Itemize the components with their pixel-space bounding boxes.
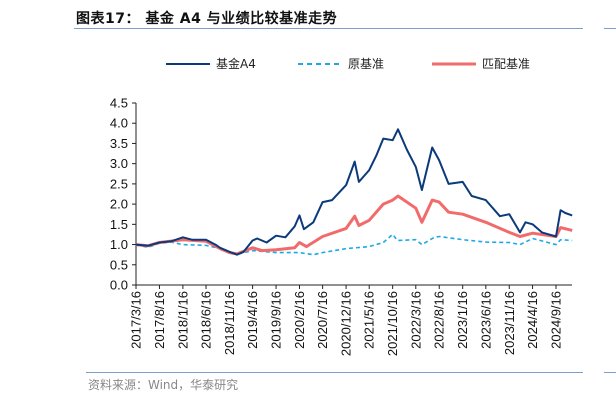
x-tick-label: 2021/5/16 [362,291,377,349]
series-line-1 [135,233,573,256]
x-tick-label: 2023/6/16 [478,291,493,349]
y-tick-label: 3.5 [110,136,128,151]
x-tick-label: 2017/8/16 [152,291,167,349]
x-tick-label: 2020/7/16 [315,291,330,349]
x-tick-label: 2024/4/16 [525,291,540,349]
y-tick-label: 2.5 [110,176,128,191]
title-divider [74,28,583,29]
y-tick-label: 4.0 [110,116,128,131]
right-footer-divider [604,372,616,373]
legend: 基金A4 原基准 匹配基准 [166,56,530,71]
y-tick-label: 0.0 [110,278,128,293]
x-tick-label: 2021/10/16 [385,291,400,356]
x-tick-label: 2018/11/16 [222,291,237,355]
x-tick-label: 2019/9/16 [269,291,284,349]
right-panel-divider [604,28,616,29]
x-tick-label: 2017/3/16 [129,291,144,349]
source-note: 资料来源：Wind，华泰研究 [88,378,239,392]
y-tick-label: 0.5 [110,257,128,272]
chart-title: 图表17： 基金 A4 与业绩比较基准走势 [76,11,338,27]
x-tick-label: 2024/9/16 [549,291,564,349]
axes: 0.0 0.5 1.0 1.5 2.0 2.5 3.0 3.5 4.0 4.5 2017/3/16 2… [110,96,572,356]
y-tick-label: 3.0 [110,156,128,171]
x-tick-label: 2018/6/16 [199,291,214,349]
series-line-0 [135,128,573,256]
series-lines [135,128,573,256]
legend-label-0: 基金A4 [216,56,256,71]
footer-divider [86,372,583,373]
y-tick-label: 2.0 [110,197,128,212]
legend-label-2: 匹配基准 [482,57,530,71]
x-tick-label: 2020/2/16 [292,291,307,349]
legend-label-1: 原基准 [348,57,384,71]
x-tick-label: 2020/12/16 [339,291,354,356]
y-tick-label: 1.5 [110,217,128,232]
x-tick-label: 2022/8/16 [432,291,447,349]
y-tick-label: 4.5 [110,96,128,111]
x-tick-label: 2023/1/16 [455,291,470,349]
x-tick-label: 2018/1/16 [175,291,190,349]
x-tick-label: 2022/3/16 [408,291,423,349]
y-tick-label: 1.0 [110,237,128,252]
x-tick-label: 2023/11/16 [502,291,517,355]
x-tick-label: 2019/4/16 [245,291,260,349]
